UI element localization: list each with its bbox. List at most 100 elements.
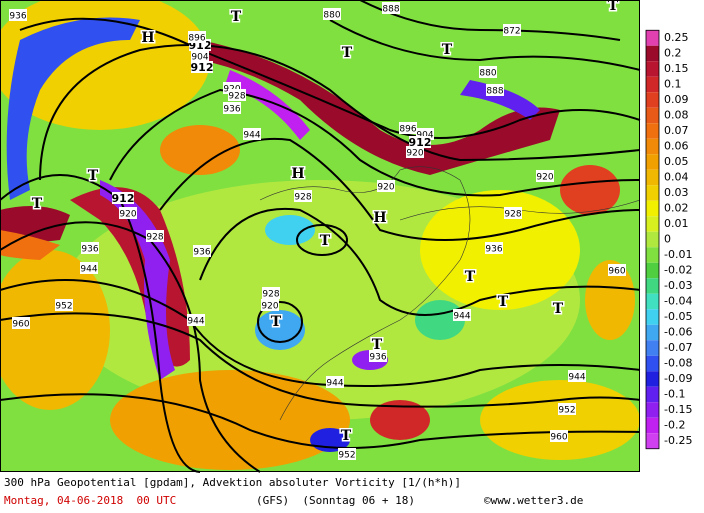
colorbar-swatch: [646, 200, 659, 217]
contour-labels: 9369128969049129209289369448808888728808…: [9, 2, 626, 461]
contour-label: 928: [504, 210, 521, 220]
contour-label: 928: [146, 233, 163, 243]
colorbar-label: 0.1: [664, 78, 682, 91]
colorbar-label: 0.2: [664, 47, 682, 60]
contour-label: 936: [369, 353, 386, 363]
contour-label: 904: [416, 131, 433, 141]
colorbar-swatch: [646, 340, 659, 356]
contour-label-bg: [294, 190, 312, 202]
contour-label-bg: [409, 136, 431, 148]
contour-label: 944: [326, 379, 343, 389]
footer-title: 300 hPa Geopotential [gpdam], Advektion …: [4, 476, 461, 489]
contour-label-bg: [81, 242, 99, 254]
contour-label: 888: [382, 5, 399, 15]
contour-label: 944: [187, 317, 204, 327]
colorbar-label: 0.03: [664, 186, 689, 199]
contour-label: 912: [112, 192, 135, 205]
colorbar-swatch: [646, 324, 659, 341]
colorbar-label: -0.03: [664, 279, 692, 292]
colorbar-swatch: [646, 61, 659, 77]
colorbar-label: 0: [664, 233, 671, 246]
pressure-marker: T: [88, 168, 99, 184]
footer-credit: ©www.wetter3.de: [484, 494, 584, 507]
contour-label-bg: [486, 84, 504, 96]
contour-label: 920: [536, 173, 553, 183]
colorbar-swatch: [646, 262, 659, 279]
colorbar-label: -0.05: [664, 310, 692, 323]
colorbar-swatch: [646, 216, 659, 232]
contour-label: 912: [409, 136, 432, 149]
colorbar-swatch: [646, 355, 659, 372]
contour-label-bg: [191, 50, 209, 62]
pressure-marker: T: [320, 233, 331, 249]
contour-label-bg: [369, 350, 387, 362]
contour-label-bg: [80, 262, 98, 274]
colorbar: 0.25 0.2 0.15 0.1 0.09 0.08 0.07 0.06 0.05 0.04 0.…: [645, 29, 692, 450]
contour-label: 912: [191, 61, 214, 74]
contour-label: 896: [188, 34, 205, 44]
contour-label-bg: [377, 180, 395, 192]
contour-label-bg: [503, 24, 521, 36]
pressure-marker: T: [372, 337, 383, 353]
contour-label: 872: [503, 27, 520, 37]
contour-label-bg: [187, 314, 205, 326]
pressure-marker: H: [373, 210, 386, 226]
colorbar-swatch: [646, 371, 659, 387]
colorbar-swatch: [646, 30, 659, 46]
colorbar-label: -0.04: [664, 295, 692, 308]
contour-label: 888: [486, 87, 503, 97]
contour-label-bg: [453, 309, 471, 321]
colorbar-label: -0.01: [664, 248, 692, 261]
contour-label-bg: [326, 376, 344, 388]
contour-label: 896: [399, 125, 416, 135]
colorbar-swatch: [646, 107, 659, 124]
contour-label: 936: [81, 245, 98, 255]
colorbar-label: -0.08: [664, 357, 692, 370]
colorbar-label: 0.05: [664, 155, 689, 168]
contour-label-bg: [243, 128, 261, 140]
colorbar-swatch: [646, 169, 659, 186]
contour-label-bg: [568, 370, 586, 382]
colorbar-label: 0.06: [664, 140, 689, 153]
colorbar-swatch: [646, 386, 659, 403]
colorbar-label: -0.15: [664, 403, 692, 416]
colorbar-label: -0.02: [664, 264, 692, 277]
pressure-marker: T: [271, 314, 282, 330]
contour-label: 920: [119, 210, 136, 220]
colorbar-swatch: [646, 293, 659, 310]
contour-label: 944: [243, 131, 260, 141]
contour-label: 928: [294, 193, 311, 203]
contour-label-bg: [382, 2, 400, 14]
contour-label: 952: [558, 406, 575, 416]
colorbar-label: 0.09: [664, 93, 689, 106]
contour-label-bg: [12, 317, 30, 329]
contour-label: 920: [261, 302, 278, 312]
contour-label: 952: [55, 302, 72, 312]
pressure-marker: T: [231, 9, 242, 25]
contour-label: 936: [223, 105, 240, 115]
colorbar-swatch: [646, 278, 659, 294]
colorbar-label: 0.08: [664, 109, 689, 122]
contour-label-bg: [9, 9, 27, 21]
colorbar-swatch: [646, 309, 659, 325]
pressure-marker: T: [442, 42, 453, 58]
colorbar-swatch: [646, 402, 659, 418]
contour-label: 936: [9, 12, 26, 22]
colorbar-label: 0.02: [664, 202, 689, 215]
colorbar-label: 0.01: [664, 217, 689, 230]
footer-date: Montag, 04-06-2018 00 UTC: [4, 494, 177, 507]
contour-label: 960: [550, 433, 567, 443]
pressure-markers: H T T T T T H H T T T T T T T T: [30, 0, 620, 446]
contour-label-bg: [323, 8, 341, 20]
contour-label: 920: [406, 149, 423, 159]
contour-label: 936: [193, 248, 210, 258]
pressure-marker: T: [608, 0, 619, 14]
contour-label: 960: [12, 320, 29, 330]
colorbar-swatch: [646, 433, 659, 449]
contour-label: 904: [191, 53, 208, 63]
pressure-marker: T: [498, 294, 509, 310]
colorbar-swatch: [646, 76, 659, 93]
contour-label-bg: [193, 245, 211, 257]
colorbar-swatch: [646, 417, 659, 434]
map-frame: [0, 0, 640, 472]
